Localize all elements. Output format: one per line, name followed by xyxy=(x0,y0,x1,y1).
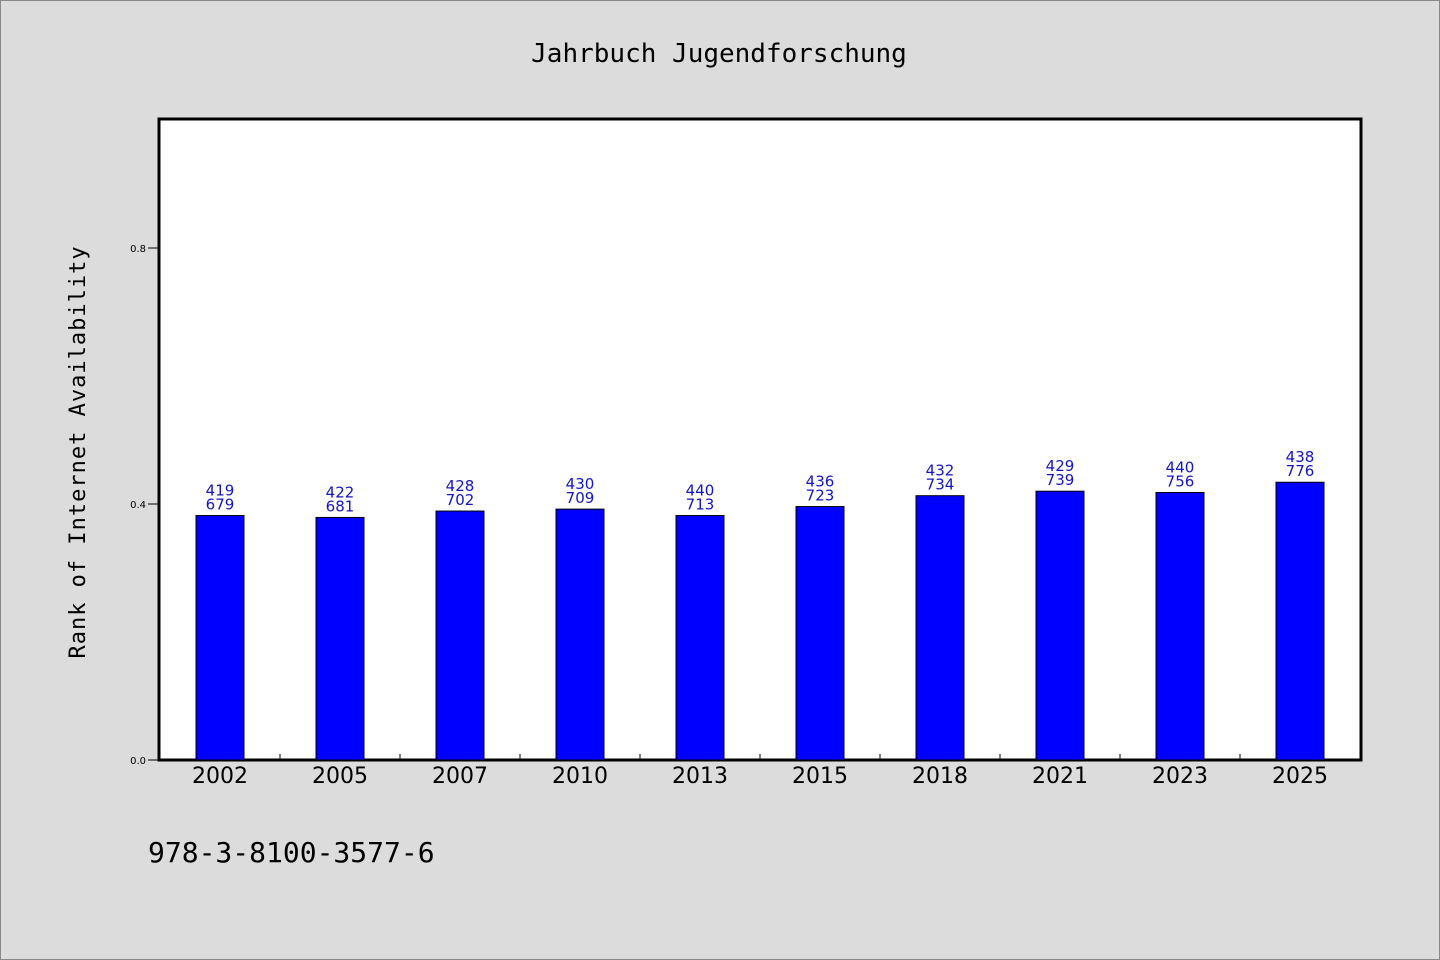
bar-label-bottom: 709 xyxy=(566,489,595,507)
bar xyxy=(195,515,245,761)
bar xyxy=(435,510,485,761)
bar xyxy=(1275,481,1325,761)
bar-label-bottom: 756 xyxy=(1166,472,1195,490)
x-tick-label: 2023 xyxy=(1152,764,1208,789)
bar-label-bottom: 681 xyxy=(326,497,355,515)
x-axis-ticks xyxy=(279,754,1241,760)
x-tick-label: 2010 xyxy=(552,764,608,789)
bar xyxy=(1035,490,1085,761)
bar-label-top: 428 xyxy=(446,477,475,495)
x-tick-label: 2018 xyxy=(912,764,968,789)
x-tick-label: 2005 xyxy=(312,764,368,789)
bar-label-top: 422 xyxy=(326,483,355,501)
bar xyxy=(795,506,845,761)
bars xyxy=(195,481,1325,761)
bar xyxy=(315,516,365,761)
bar xyxy=(555,508,605,761)
bar-label-top: 440 xyxy=(1166,458,1195,476)
bar-label-top: 419 xyxy=(206,482,235,500)
bar-label-bottom: 679 xyxy=(206,496,235,514)
bar xyxy=(915,495,965,761)
bar xyxy=(675,515,725,761)
x-tick-label: 2021 xyxy=(1032,764,1088,789)
x-tick-label: 2002 xyxy=(192,764,248,789)
x-axis-tick-labels: 2002 2005 2007 2010 2013 2015 2018 2021 2023 2025 xyxy=(192,764,1328,789)
bar-label-top: 432 xyxy=(926,462,955,480)
bar-label-bottom: 734 xyxy=(926,476,955,494)
bar-label-bottom: 713 xyxy=(686,496,715,514)
bar-label-top: 430 xyxy=(566,475,595,493)
bar-label-top: 440 xyxy=(686,482,715,500)
bar-label-bottom: 776 xyxy=(1286,462,1315,480)
y-axis-ticks: 0.0 0.4 0.8 xyxy=(130,244,160,767)
y-tick-label: 0.0 xyxy=(130,756,146,767)
x-tick-label: 2015 xyxy=(792,764,848,789)
bar-label-top: 429 xyxy=(1046,457,1075,475)
bar-label-bottom: 739 xyxy=(1046,471,1075,489)
y-tick-label: 0.8 xyxy=(130,244,146,255)
bar-label-bottom: 702 xyxy=(446,491,475,509)
y-axis-label: Rank of Internet Availability xyxy=(66,245,91,658)
bar-label-top: 438 xyxy=(1286,448,1315,466)
bar xyxy=(1155,491,1205,761)
chart-title: Jahrbuch Jugendforschung xyxy=(531,39,907,69)
isbn-text: 978-3-8100-3577-6 xyxy=(148,836,435,869)
bar-label-bottom: 723 xyxy=(806,487,835,505)
x-tick-label: 2025 xyxy=(1272,764,1328,789)
x-tick-label: 2013 xyxy=(672,764,728,789)
bar-label-top: 436 xyxy=(806,473,835,491)
y-tick-label: 0.4 xyxy=(130,500,146,511)
x-tick-label: 2007 xyxy=(432,764,488,789)
